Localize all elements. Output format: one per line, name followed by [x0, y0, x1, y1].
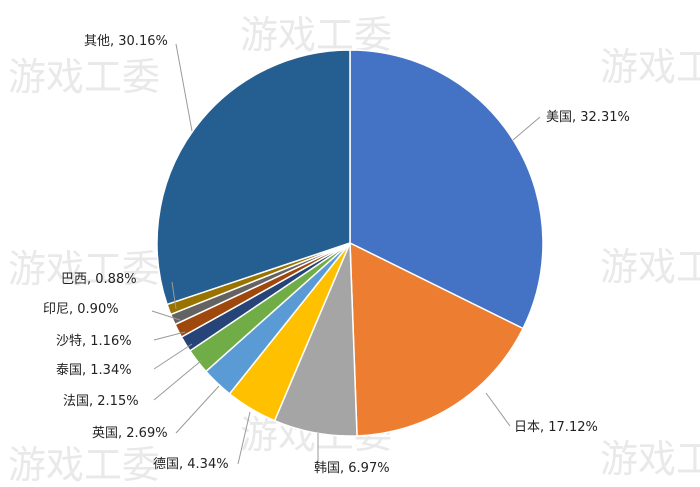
leader-line-沙特 [153, 331, 186, 341]
data-label-其他: 其他, 30.16% [84, 34, 168, 49]
watermark-text: 游戏工委 [600, 437, 700, 481]
data-label-印尼: 印尼, 0.90% [43, 302, 119, 317]
leader-line-德国 [237, 411, 251, 465]
leader-line-日本 [485, 392, 511, 427]
data-label-泰国: 泰国, 1.34% [56, 363, 132, 378]
leader-line-泰国 [153, 343, 193, 370]
data-label-沙特: 沙特, 1.16% [56, 334, 132, 349]
pie-slice-日本 [349, 241, 525, 437]
watermark-text: 游戏工委 [8, 247, 160, 291]
leader-line-印尼 [151, 310, 181, 321]
leader-line-英国 [175, 385, 220, 434]
data-label-德国: 德国, 4.34% [153, 457, 229, 472]
watermark-text: 游戏工委 [240, 13, 392, 57]
leader-line-美国 [512, 116, 541, 141]
leader-line-其他 [175, 43, 193, 132]
data-labels: 美国, 32.31% 日本, 17.12% 韩国, 6.97% 德国, 4.34% 英国… [43, 34, 630, 476]
data-label-韩国: 韩国, 6.97% [314, 461, 390, 476]
leader-lines [151, 43, 541, 465]
leader-line-巴西 [171, 281, 177, 310]
pie-slices [156, 49, 544, 437]
pie-slice-其他 [156, 49, 351, 306]
data-label-日本: 日本, 17.12% [514, 420, 598, 435]
data-label-英国: 英国, 2.69% [92, 426, 168, 441]
data-label-法国: 法国, 2.15% [63, 394, 139, 409]
watermark-text: 游戏工委 [8, 55, 160, 99]
data-label-巴西: 巴西, 0.88% [61, 272, 137, 287]
watermark-text: 游戏工委 [600, 245, 700, 289]
watermark-text: 游戏工委 [8, 443, 160, 487]
pie-slice-美国 [349, 49, 544, 330]
data-label-美国: 美国, 32.31% [546, 110, 630, 125]
watermark-text: 游戏工委 [600, 45, 700, 89]
leader-line-法国 [153, 359, 203, 401]
